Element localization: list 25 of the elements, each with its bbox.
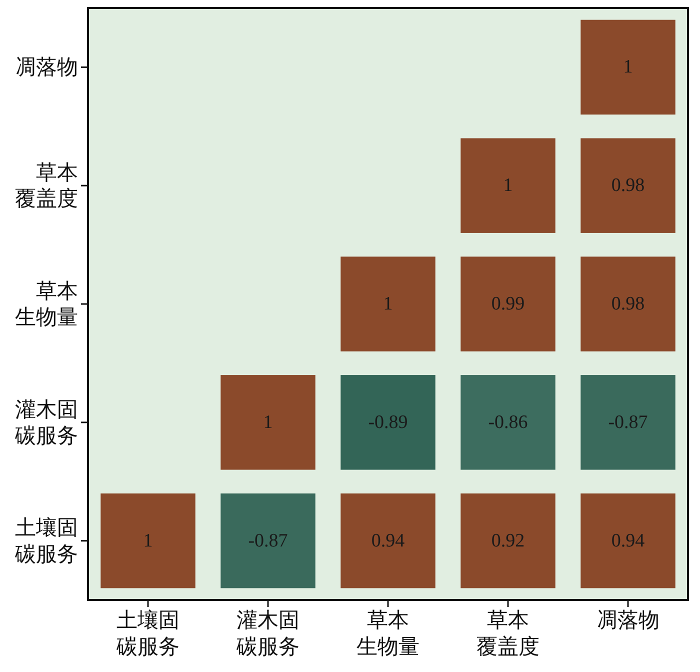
data-label: 1 <box>623 56 633 78</box>
data-label: -0.87 <box>608 412 648 433</box>
y-tick-label: 草本覆盖度 <box>15 160 78 211</box>
data-label: 0.92 <box>491 530 525 552</box>
data-label: 1 <box>503 175 513 196</box>
data-label: 1 <box>143 530 153 552</box>
data-label: 0.99 <box>491 294 525 314</box>
y-tick-label: 灌木固碳服务 <box>14 397 78 448</box>
y-tick-label: 草本生物量 <box>15 278 78 330</box>
data-label: -0.87 <box>248 530 288 552</box>
x-tick-label: 土壤固碳服务 <box>116 608 180 658</box>
data-label: -0.89 <box>368 412 408 433</box>
data-label: 0.94 <box>611 530 646 552</box>
data-label: 1 <box>263 412 273 433</box>
y-tick-label: 凋落物 <box>15 55 78 80</box>
data-label: 0.98 <box>611 175 645 196</box>
x-tick-label: 灌木固碳服务 <box>236 608 300 658</box>
y-tick-label: 土壤固碳服务 <box>14 516 78 566</box>
data-label: -0.86 <box>488 412 528 433</box>
data-label: 0.94 <box>371 530 406 552</box>
x-tick-label: 草本覆盖度 <box>476 608 540 658</box>
x-tick-label: 草本生物量 <box>356 608 420 658</box>
x-tick-label: 凋落物 <box>596 608 660 632</box>
data-label: 0.98 <box>611 294 645 314</box>
data-label: 1 <box>383 294 393 314</box>
